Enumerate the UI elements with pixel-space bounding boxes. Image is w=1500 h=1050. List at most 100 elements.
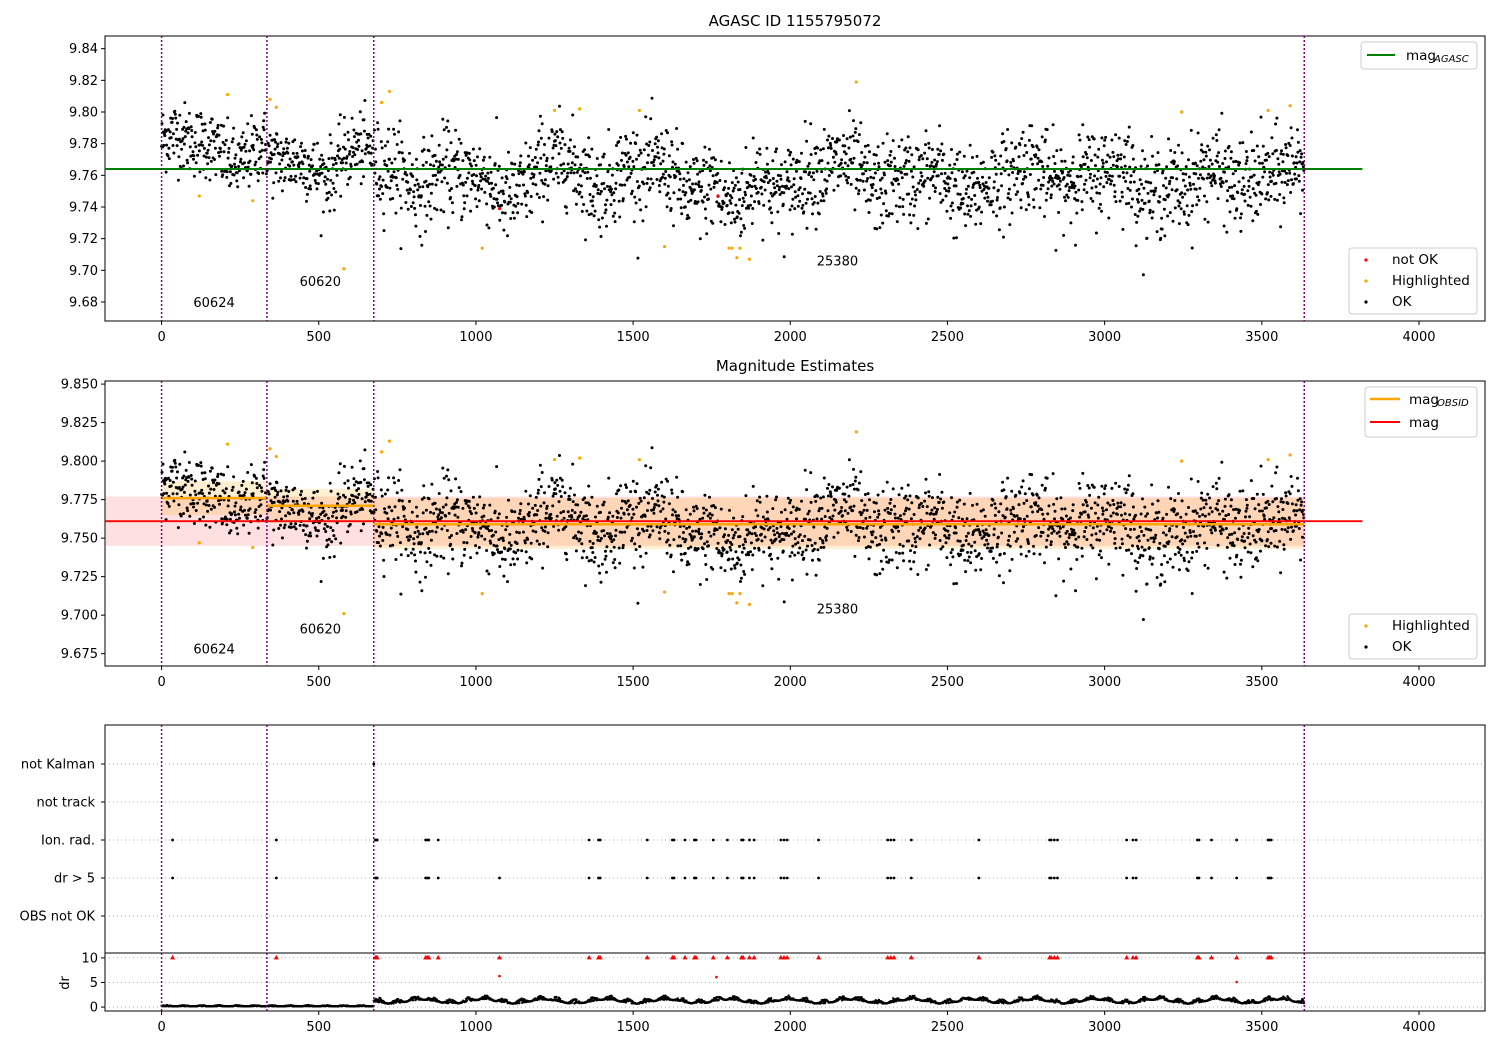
- ok-point: [914, 198, 918, 202]
- ok-point: [348, 498, 352, 501]
- ok-point: [723, 533, 726, 537]
- ok-point: [780, 510, 783, 514]
- ok-point: [1138, 178, 1142, 182]
- ok-point: [1120, 537, 1124, 541]
- ok-point: [1204, 150, 1208, 154]
- ok-point: [893, 165, 897, 168]
- ok-point: [1028, 173, 1032, 176]
- ok-point: [198, 517, 202, 521]
- ok-point: [1245, 506, 1249, 510]
- ok-point: [623, 530, 627, 534]
- ok-point: [865, 526, 869, 530]
- ok-point: [305, 177, 309, 181]
- ok-point: [1244, 498, 1248, 502]
- ok-point: [948, 511, 952, 515]
- ok-point: [1022, 170, 1026, 174]
- ok-point: [748, 531, 752, 534]
- ok-point: [1186, 569, 1190, 573]
- ok-point: [489, 194, 493, 198]
- ok-point: [343, 147, 347, 151]
- ok-point: [945, 189, 948, 193]
- ok-point: [193, 141, 197, 145]
- ok-point: [518, 164, 522, 168]
- ok-point: [889, 498, 893, 501]
- ok-point: [666, 531, 670, 535]
- ok-point: [1281, 160, 1285, 164]
- ok-point: [698, 583, 702, 586]
- ok-point: [516, 557, 520, 561]
- ok-point: [739, 230, 743, 234]
- ok-point: [558, 454, 561, 457]
- ok-point: [1088, 145, 1092, 149]
- ok-point: [536, 143, 540, 147]
- ok-point: [1158, 541, 1162, 545]
- ok-point: [620, 158, 623, 162]
- ok-point: [860, 151, 864, 154]
- ok-point: [852, 156, 856, 160]
- ok-point: [1098, 191, 1102, 195]
- ok-point: [672, 224, 675, 228]
- ok-point: [1257, 180, 1261, 184]
- ok-point: [1148, 557, 1152, 561]
- ok-point: [777, 232, 781, 235]
- ok-point: [221, 173, 225, 177]
- ok-point: [767, 171, 771, 175]
- ok-point: [231, 137, 235, 141]
- ok-point: [1043, 215, 1046, 218]
- ok-point: [975, 502, 979, 506]
- ok-point: [233, 504, 237, 508]
- ok-point: [1173, 151, 1177, 154]
- ok-point: [358, 459, 362, 463]
- ok-point: [312, 142, 316, 146]
- ok-point: [363, 99, 367, 102]
- ok-point: [558, 128, 562, 132]
- ok-point: [620, 506, 623, 510]
- ok-point: [1234, 169, 1237, 173]
- ok-point: [668, 543, 672, 547]
- ok-point: [829, 146, 833, 150]
- ok-point: [633, 542, 637, 546]
- ok-point: [441, 117, 445, 121]
- ok-point: [642, 529, 646, 533]
- ok-point: [544, 169, 548, 173]
- ok-point: [858, 526, 862, 529]
- ok-point: [747, 206, 751, 210]
- ok-point: [864, 516, 868, 520]
- ok-point: [971, 503, 974, 507]
- ok-point: [1083, 162, 1087, 166]
- ok-point: [590, 147, 594, 151]
- ok-point: [622, 512, 626, 516]
- ok-point: [282, 526, 286, 530]
- ok-point: [1019, 198, 1023, 202]
- ok-point: [537, 477, 541, 481]
- ok-point: [599, 510, 602, 514]
- ok-point: [1213, 174, 1216, 178]
- ok-point: [583, 148, 587, 152]
- ok-point: [500, 550, 504, 554]
- ok-point: [954, 184, 958, 188]
- ok-point: [515, 542, 519, 545]
- ok-point: [303, 497, 307, 500]
- ok-point: [472, 506, 476, 510]
- ok-point: [673, 162, 677, 166]
- ok-point: [559, 146, 563, 150]
- ok-point: [549, 165, 553, 169]
- ok-point: [1082, 535, 1086, 539]
- ok-point: [1040, 483, 1044, 487]
- ok-point: [870, 186, 874, 190]
- ok-point: [1200, 143, 1204, 147]
- ok-point: [842, 498, 846, 502]
- ok-point: [1155, 230, 1159, 234]
- ok-point: [1187, 560, 1191, 564]
- ok-point: [879, 213, 883, 217]
- ok-point: [1279, 225, 1283, 229]
- ok-point: [648, 488, 652, 492]
- ok-point: [933, 536, 937, 540]
- ok-point: [487, 529, 491, 533]
- ok-point: [1213, 181, 1217, 185]
- ok-point: [611, 514, 615, 518]
- ok-point: [701, 516, 705, 520]
- ok-point: [1205, 200, 1209, 204]
- ok-point: [1058, 176, 1061, 180]
- ok-point: [1010, 211, 1014, 215]
